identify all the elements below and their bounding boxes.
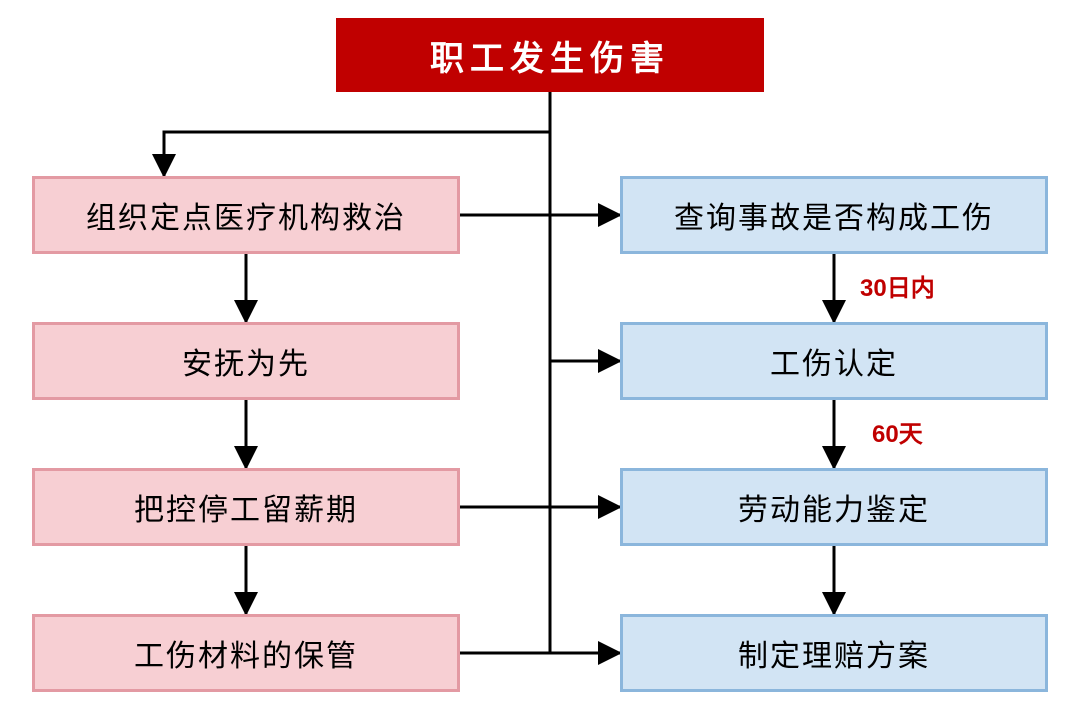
edge-label-60days: 60天: [872, 414, 923, 449]
node-b1: 查询事故是否构成工伤: [620, 176, 1048, 254]
node-p3: 把控停工留薪期: [32, 468, 460, 546]
node-p4: 工伤材料的保管: [32, 614, 460, 692]
node-p1: 组织定点医疗机构救治: [32, 176, 460, 254]
edge-label-30days: 30日内: [860, 268, 935, 303]
node-start: 职工发生伤害: [336, 18, 764, 92]
node-b4: 制定理赔方案: [620, 614, 1048, 692]
node-p2: 安抚为先: [32, 322, 460, 400]
node-b2: 工伤认定: [620, 322, 1048, 400]
node-b3: 劳动能力鉴定: [620, 468, 1048, 546]
flowchart-canvas: 职工发生伤害 组织定点医疗机构救治 安抚为先 把控停工留薪期 工伤材料的保管 查…: [0, 0, 1080, 727]
